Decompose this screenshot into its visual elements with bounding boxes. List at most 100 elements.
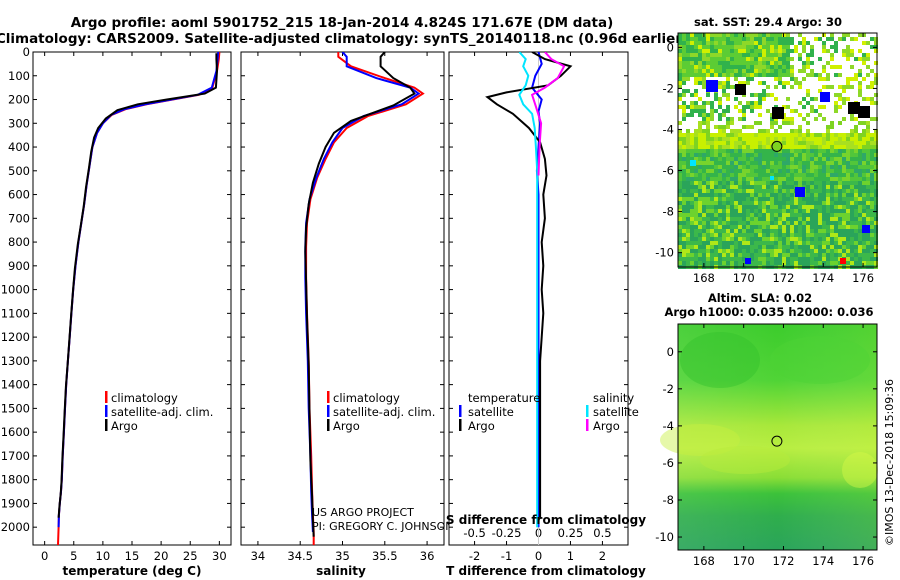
sst-pixel [810,145,814,149]
sst-pixel [862,189,866,193]
sst-pixel [870,189,874,193]
sst-pixel [854,249,858,253]
sst-pixel [758,97,762,101]
sst-pixel [806,57,810,61]
sst-pixel [702,189,706,193]
sst-pixel [730,61,734,65]
sst-pixel [690,257,694,261]
sst-pixel [726,189,730,193]
sst-pixel [870,253,874,257]
sst-pixel [846,133,850,137]
sst-pixel [818,169,822,173]
sst-pixel [774,261,778,265]
map-x-tick-label: 176 [852,554,874,568]
sst-pixel [826,253,830,257]
sst-pixel [754,233,758,237]
sst-pixel [718,117,722,121]
sst-pixel [710,161,714,165]
sst-pixel [682,93,686,97]
sst-pixel [846,57,850,61]
sst-pixel [874,217,878,221]
sst-pixel [746,209,750,213]
sst-pixel [710,105,714,109]
sst-pixel [722,261,726,265]
sst-pixel [722,37,726,41]
sst-pixel [706,253,710,257]
sst-pixel [750,73,754,77]
sst-pixel [778,233,782,237]
sst-pixel [858,261,862,265]
sst-pixel [710,141,714,145]
x-tick-label: -2 [469,549,480,563]
sst-pixel [822,213,826,217]
sst-pixel [838,97,842,101]
sst-pixel [722,217,726,221]
sst-pixel [870,249,874,253]
sst-pixel [722,185,726,189]
map-y-tick-label: -8 [663,493,674,507]
sst-pixel [846,245,850,249]
sst-pixel [874,249,878,253]
sst-pixel [770,57,774,61]
sst-pixel [826,169,830,173]
sst-pixel [746,241,750,245]
sst-pixel [730,65,734,69]
sst-pixel [710,101,714,105]
sst-pixel [730,161,734,165]
sst-pixel [758,169,762,173]
sst-pixel [766,41,770,45]
sst-pixel [734,229,738,233]
sst-pixel [794,209,798,213]
sst-pixel [862,121,866,125]
sst-pixel [794,137,798,141]
sst-pixel [850,217,854,221]
sst-pixel [722,209,726,213]
sst-pixel [806,41,810,45]
sst-pixel [782,149,786,153]
sst-pixel-feature [795,187,805,197]
sst-pixel [790,177,794,181]
sst-pixel [770,213,774,217]
sst-pixel [874,129,878,133]
sst-pixel [714,61,718,65]
y-tick-label: 300 [8,116,30,130]
sst-pixel [786,137,790,141]
sst-pixel [746,49,750,53]
sst-pixel [774,225,778,229]
sst-pixel [682,221,686,225]
map-y-tick-label: -6 [663,164,674,178]
sst-pixel [766,85,770,89]
sst-pixel [778,41,782,45]
sst-pixel [866,153,870,157]
sst-pixel [834,149,838,153]
sst-pixel [830,261,834,265]
sst-pixel [722,173,726,177]
sst-pixel [694,213,698,217]
sst-pixel [690,225,694,229]
sst-pixel [862,161,866,165]
sst-pixel [690,65,694,69]
sst-pixel [726,205,730,209]
sst-pixel [690,193,694,197]
sst-pixel [726,97,730,101]
sst-pixel [830,237,834,241]
sst-pixel [874,241,878,245]
sst-pixel [722,177,726,181]
sst-pixel [854,137,858,141]
sst-pixel [846,141,850,145]
sst-pixel [698,257,702,261]
sst-pixel [786,173,790,177]
sst-pixel [718,113,722,117]
sst-pixel [686,201,690,205]
sst-pixel [714,245,718,249]
legend-label-s-satellite: satellite [593,405,639,419]
sst-pixel [770,73,774,77]
sst-pixel [806,229,810,233]
sst-pixel [802,261,806,265]
sst-pixel [806,241,810,245]
sst-pixel [710,189,714,193]
sst-pixel [782,241,786,245]
sst-pixel-feature [848,102,860,114]
sst-pixel [758,113,762,117]
sst-pixel [770,253,774,257]
